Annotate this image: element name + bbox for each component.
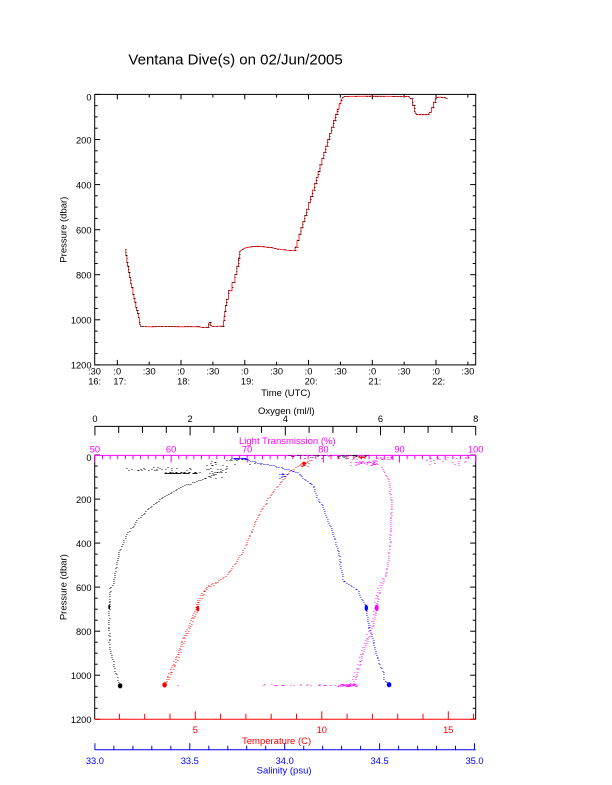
- svg-text:600: 600: [76, 583, 92, 593]
- svg-text::0: :0: [113, 367, 121, 377]
- svg-text:1000: 1000: [71, 671, 92, 681]
- svg-text:0: 0: [92, 414, 97, 424]
- svg-text:10: 10: [317, 725, 327, 735]
- svg-text:100: 100: [468, 444, 484, 454]
- svg-text:0: 0: [86, 93, 91, 103]
- svg-text:1200: 1200: [71, 361, 92, 371]
- svg-text:5: 5: [193, 725, 198, 735]
- svg-text::30: :30: [143, 367, 156, 377]
- svg-text:20:: 20:: [305, 376, 318, 386]
- svg-text::0: :0: [368, 367, 376, 377]
- svg-text:1000: 1000: [71, 316, 92, 326]
- svg-text:70: 70: [242, 444, 252, 454]
- svg-text:1200: 1200: [71, 715, 92, 725]
- svg-text:35.0: 35.0: [465, 756, 483, 766]
- svg-text:Salinity (psu): Salinity (psu): [257, 766, 312, 777]
- svg-text:Ventana Dive(s) on 02/Jun/2005: Ventana Dive(s) on 02/Jun/2005: [128, 52, 342, 69]
- svg-text:33.5: 33.5: [181, 756, 199, 766]
- svg-text::30: :30: [206, 367, 219, 377]
- svg-text::30: :30: [334, 367, 347, 377]
- svg-text:800: 800: [76, 271, 92, 281]
- svg-text::30: :30: [270, 367, 283, 377]
- svg-text:Temperature (C): Temperature (C): [242, 736, 311, 747]
- svg-text:8: 8: [473, 414, 478, 424]
- svg-text::0: :0: [241, 367, 249, 377]
- svg-text:200: 200: [76, 495, 92, 505]
- svg-text:17:: 17:: [113, 376, 126, 386]
- svg-text:22:: 22:: [432, 376, 445, 386]
- svg-text:400: 400: [76, 180, 92, 190]
- svg-text::30: :30: [398, 367, 411, 377]
- svg-text:19:: 19:: [241, 376, 254, 386]
- svg-text::0: :0: [177, 367, 185, 377]
- svg-text:600: 600: [76, 225, 92, 235]
- svg-text:18:: 18:: [177, 376, 190, 386]
- svg-text:16:: 16:: [88, 376, 101, 386]
- svg-text:80: 80: [318, 444, 328, 454]
- svg-text:60: 60: [166, 444, 176, 454]
- svg-text:200: 200: [76, 135, 92, 145]
- svg-text::0: :0: [432, 367, 440, 377]
- svg-text:34.5: 34.5: [371, 756, 389, 766]
- svg-text:21:: 21:: [368, 376, 381, 386]
- svg-text:33.0: 33.0: [86, 756, 104, 766]
- svg-text:800: 800: [76, 627, 92, 637]
- svg-text::30: :30: [88, 367, 101, 377]
- svg-text:2: 2: [188, 414, 193, 424]
- svg-text:6: 6: [378, 414, 383, 424]
- svg-text::30: :30: [461, 367, 474, 377]
- svg-text:50: 50: [90, 444, 100, 454]
- svg-text:Light Transmission (%): Light Transmission (%): [239, 436, 336, 447]
- svg-text::0: :0: [305, 367, 313, 377]
- svg-text:0: 0: [86, 453, 91, 463]
- svg-text:Time (UTC): Time (UTC): [261, 388, 310, 399]
- svg-text:400: 400: [76, 539, 92, 549]
- svg-text:4: 4: [283, 414, 288, 424]
- svg-text:Pressure (dbar): Pressure (dbar): [58, 197, 69, 263]
- svg-text:90: 90: [394, 444, 404, 454]
- svg-text:Pressure (dbar): Pressure (dbar): [58, 554, 69, 620]
- svg-text:Oxygen (ml/l): Oxygen (ml/l): [258, 406, 314, 417]
- svg-text:15: 15: [443, 725, 453, 735]
- svg-text:34.0: 34.0: [276, 756, 294, 766]
